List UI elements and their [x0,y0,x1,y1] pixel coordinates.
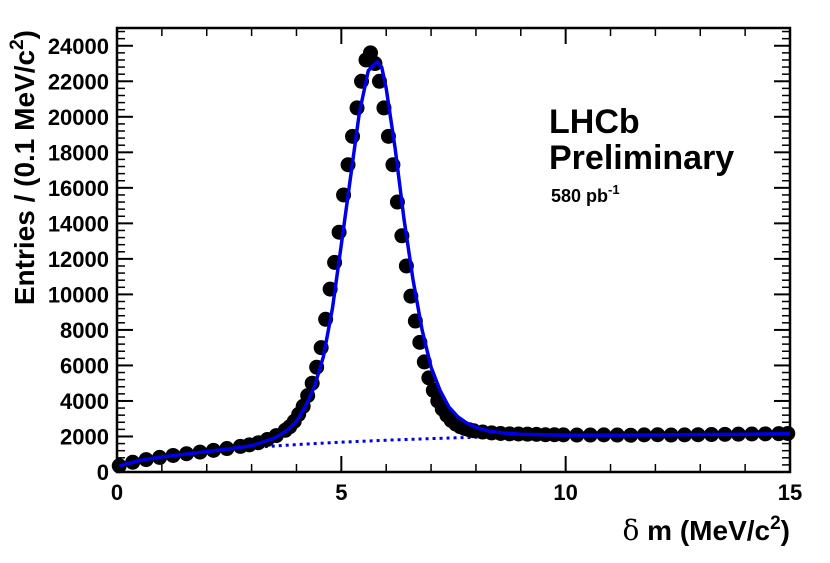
series-layer [111,45,796,474]
annotation-status: Preliminary [549,139,734,177]
y-axis-label-close: ) [9,30,40,39]
x-tick-label: 10 [553,480,577,505]
y-axis-label-main: Entries / (0.1 MeV/c [9,50,40,305]
y-tick-label: 12000 [48,247,109,272]
annotation-experiment: LHCb [549,103,640,141]
x-axis-label: δ m (MeV/c2) [623,513,790,547]
x-axis-label-symbol: δ [623,514,640,547]
x-tick-label: 0 [111,480,123,505]
x-tick-label: 5 [335,480,347,505]
y-tick-label: 10000 [48,282,109,307]
x-axis-label-sup: 2 [770,513,781,534]
y-tick-label: 16000 [48,176,109,201]
y-tick-label: 2000 [60,424,109,449]
y-tick-label: 18000 [48,140,109,165]
x-tick-label: 15 [778,480,802,505]
y-axis-label-sup: 2 [7,39,28,50]
x-axis: 0 5 10 15 [111,28,802,505]
annotation-luminosity-sup: -1 [608,182,620,197]
y-axis-label: Entries / (0.1 MeV/c2) [7,30,40,305]
y-tick-label: 0 [97,460,109,485]
y-tick-label: 8000 [60,318,109,343]
y-tick-label: 24000 [48,34,109,59]
x-axis-label-main: m (MeV/c [639,515,770,546]
annotation-luminosity: 580 pb-1 [551,182,620,206]
y-tick-label: 20000 [48,105,109,130]
y-tick-label: 22000 [48,69,109,94]
x-axis-label-close: ) [781,515,790,546]
plot-frame [115,26,792,474]
y-tick-label: 14000 [48,211,109,236]
y-axis: 0 2000 4000 6000 8000 10000 12000 14000 16000 180… [48,30,790,485]
total-fit-line [118,59,791,468]
y-tick-label: 4000 [60,389,109,414]
y-tick-label: 6000 [60,353,109,378]
annotation-luminosity-main: 580 pb [551,186,608,206]
